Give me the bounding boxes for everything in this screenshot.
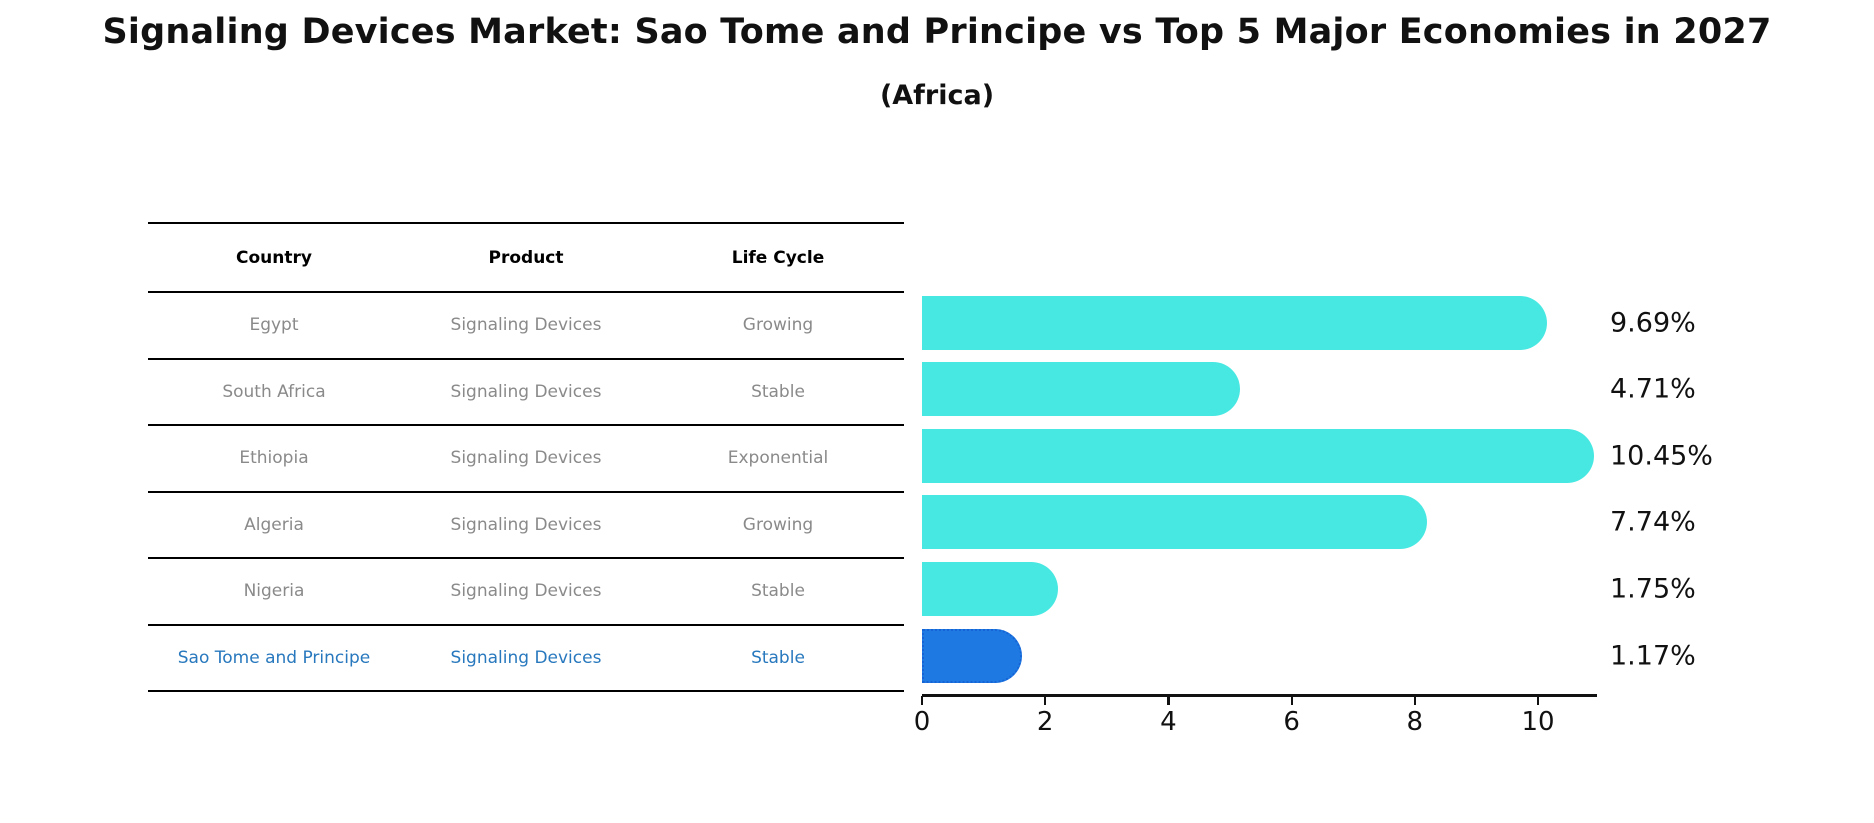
x-tick-label: 4 <box>1160 707 1177 737</box>
cell-product: Signaling Devices <box>450 647 602 668</box>
x-tick-label: 2 <box>1036 707 1054 737</box>
value-label: 7.74% <box>1610 506 1696 538</box>
x-tick <box>921 696 924 705</box>
cell-country: Sao Tome and Principe <box>177 647 371 668</box>
column-header-life-cycle: Life Cycle <box>731 247 825 268</box>
table-row: Egypt Signaling Devices Growing <box>148 293 904 360</box>
table-row: Nigeria Signaling Devices Stable <box>148 559 904 626</box>
cell-life-cycle: Exponential <box>727 448 829 469</box>
value-label: 1.17% <box>1610 640 1696 671</box>
value-label: 4.71% <box>1610 373 1696 405</box>
table-row: South Africa Signaling Devices Stable <box>148 360 904 426</box>
cell-life-cycle: Growing <box>742 514 814 535</box>
x-tick-label: 6 <box>1283 707 1300 737</box>
bar-highlighted <box>922 628 1023 683</box>
bar <box>922 495 1427 550</box>
table-row: Ethiopia Signaling Devices Exponential <box>148 426 904 493</box>
page-title: Signaling Devices Market: Sao Tome and P… <box>102 12 1772 52</box>
value-label: 1.75% <box>1610 573 1696 605</box>
cell-life-cycle: Stable <box>751 381 805 402</box>
table-row: Algeria Signaling Devices Growing <box>148 493 904 559</box>
x-axis <box>922 694 1597 697</box>
cell-product: Signaling Devices <box>450 581 602 602</box>
x-tick <box>1537 696 1540 705</box>
table-header-row: Country Product Life Cycle <box>148 224 904 293</box>
cell-life-cycle: Growing <box>742 315 814 336</box>
x-tick-label: 0 <box>913 707 931 737</box>
x-tick <box>1290 696 1293 705</box>
cell-product: Signaling Devices <box>450 381 602 402</box>
x-tick <box>1044 696 1047 705</box>
value-label: 9.69% <box>1610 307 1696 338</box>
cell-life-cycle: Stable <box>751 647 805 668</box>
cell-country: Nigeria <box>243 581 305 602</box>
bar <box>922 428 1594 483</box>
bar <box>922 561 1058 616</box>
bar <box>922 295 1547 350</box>
x-tick-label: 8 <box>1406 707 1424 737</box>
cell-product: Signaling Devices <box>450 315 602 336</box>
page-subtitle: (Africa) <box>879 80 995 111</box>
cell-country: South Africa <box>222 381 326 402</box>
bar <box>922 362 1241 417</box>
cell-life-cycle: Stable <box>751 581 805 602</box>
x-tick <box>1413 696 1416 705</box>
cell-country: Egypt <box>249 315 299 336</box>
country-table: Country Product Life Cycle Egypt Signali… <box>148 222 904 692</box>
cell-product: Signaling Devices <box>450 448 602 469</box>
x-tick-label: 10 <box>1521 707 1555 737</box>
column-header-country: Country <box>236 247 312 268</box>
value-label: 10.45% <box>1610 440 1713 472</box>
cell-product: Signaling Devices <box>450 514 602 535</box>
x-tick <box>1167 696 1170 705</box>
column-header-product: Product <box>488 247 564 268</box>
cell-country: Ethiopia <box>239 448 309 469</box>
cell-country: Algeria <box>244 514 304 535</box>
table-row-highlighted: Sao Tome and Principe Signaling Devices … <box>148 626 904 692</box>
